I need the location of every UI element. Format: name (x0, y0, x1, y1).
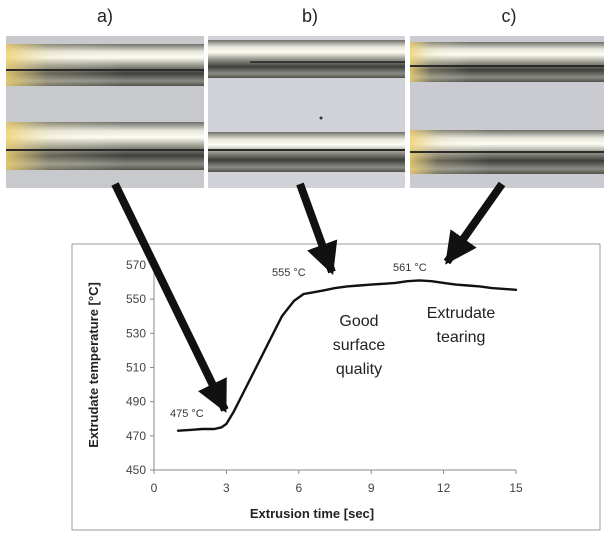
x-tick-label: 9 (368, 481, 375, 495)
x-tick-label: 0 (151, 481, 158, 495)
extrudate-photo-b (208, 36, 405, 188)
extrudate-photo-c (410, 36, 604, 188)
arrow-a (111, 182, 229, 413)
annotation-475: 475 °C (170, 408, 204, 420)
y-tick-label: 450 (126, 463, 146, 477)
annotation-561: 561 °C (393, 262, 427, 274)
x-ticks: 0 3 6 9 12 15 (151, 470, 523, 495)
x-tick-label: 12 (437, 481, 451, 495)
panel-label-a: a) (97, 6, 113, 26)
panel-label-c: c) (502, 6, 517, 26)
y-tick-label: 570 (126, 258, 146, 272)
arrow-b (296, 182, 338, 276)
y-tick-label: 470 (126, 429, 146, 443)
y-tick-label: 550 (126, 292, 146, 306)
y-tick-label: 510 (126, 361, 146, 375)
note-good-surface-line-2: surface (333, 337, 386, 354)
note-tearing-line-2: tearing (437, 329, 486, 346)
note-good-surface-line-3: quality (336, 361, 382, 378)
note-good-surface-line-1: Good (339, 313, 378, 330)
extrudate-photo-a (6, 36, 204, 188)
arrow-c (443, 181, 506, 265)
note-tearing-line-1: Extrudate (427, 305, 496, 322)
y-axis-title: Extrudate temperature [°C] (86, 282, 101, 448)
annotation-555: 555 °C (272, 267, 306, 279)
x-axis-title: Extrusion time [sec] (250, 506, 374, 521)
y-ticks: 450 470 490 510 530 550 570 (126, 258, 154, 477)
y-tick-label: 490 (126, 395, 146, 409)
x-tick-label: 15 (509, 481, 523, 495)
panel-label-b: b) (302, 6, 318, 26)
y-tick-label: 530 (126, 326, 146, 340)
x-tick-label: 3 (223, 481, 230, 495)
x-tick-label: 6 (295, 481, 302, 495)
series-line-temperature (176, 279, 518, 432)
